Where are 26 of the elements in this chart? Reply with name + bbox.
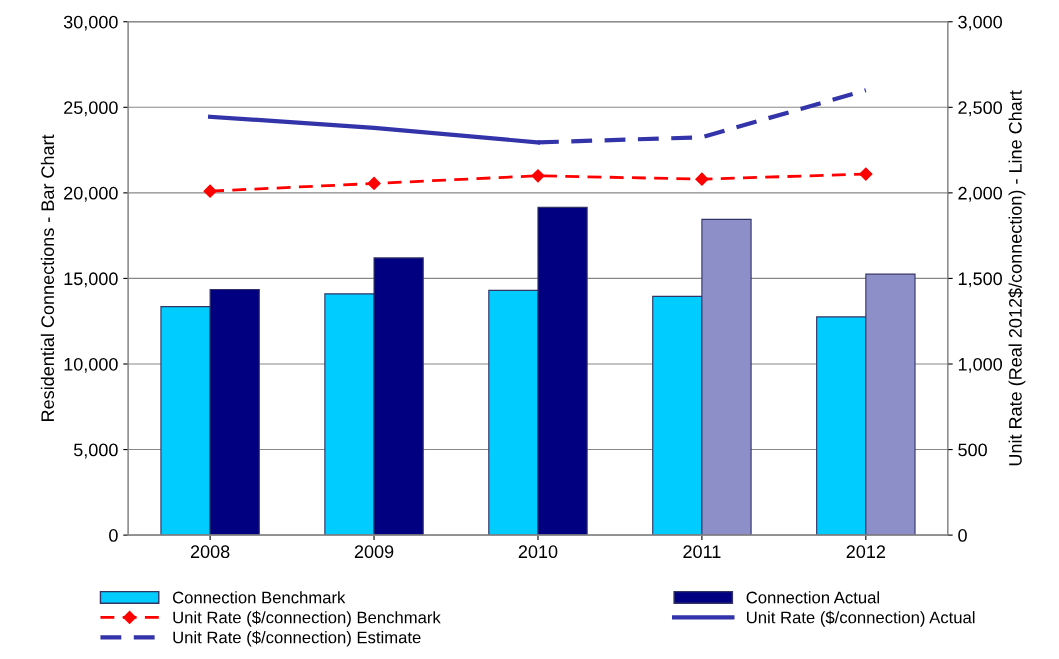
x-tick-label: 2010 bbox=[518, 545, 558, 559]
y2-tick-label: 0 bbox=[958, 529, 967, 542]
x-tick-label: 2009 bbox=[354, 545, 394, 559]
x-tick-label: 2011 bbox=[683, 545, 721, 559]
y2-axis-title: Unit Rate (Real 2012$/connection) - Line Chart bbox=[1008, 90, 1026, 466]
y-tick-label: 30,000 bbox=[63, 15, 118, 31]
legend-label: Connection Actual bbox=[746, 591, 879, 604]
y-axis-title: Residential Connections - Bar Chart bbox=[40, 134, 55, 421]
y2-tick-label: 500 bbox=[958, 443, 987, 457]
legend-label: Connection Benchmark bbox=[172, 591, 346, 604]
x-tick-label: 2012 bbox=[846, 545, 886, 559]
legend-label: Unit Rate ($/connection) Estimate bbox=[173, 630, 421, 647]
legend-label: Unit Rate ($/connection) Benchmark bbox=[173, 610, 441, 627]
y2-tick-label: 2,500 bbox=[958, 101, 1002, 117]
y-tick-label: 25,000 bbox=[64, 101, 118, 117]
y-tick-label: 0 bbox=[109, 529, 118, 542]
y-tick-label: 20,000 bbox=[64, 186, 118, 202]
legend-label: Unit Rate ($/connection) Actual bbox=[747, 610, 975, 627]
y2-tick-label: 1,500 bbox=[958, 272, 1002, 288]
y2-tick-label: 3,000 bbox=[958, 15, 1002, 31]
y-tick-label: 10,000 bbox=[64, 357, 118, 373]
y-tick-label: 15,000 bbox=[64, 272, 118, 288]
y2-tick-label: 1,000 bbox=[958, 357, 1002, 373]
y2-tick-label: 2,000 bbox=[958, 186, 1002, 202]
x-tick-label: 2008 bbox=[190, 545, 230, 559]
y-tick-label: 5,000 bbox=[73, 443, 118, 459]
